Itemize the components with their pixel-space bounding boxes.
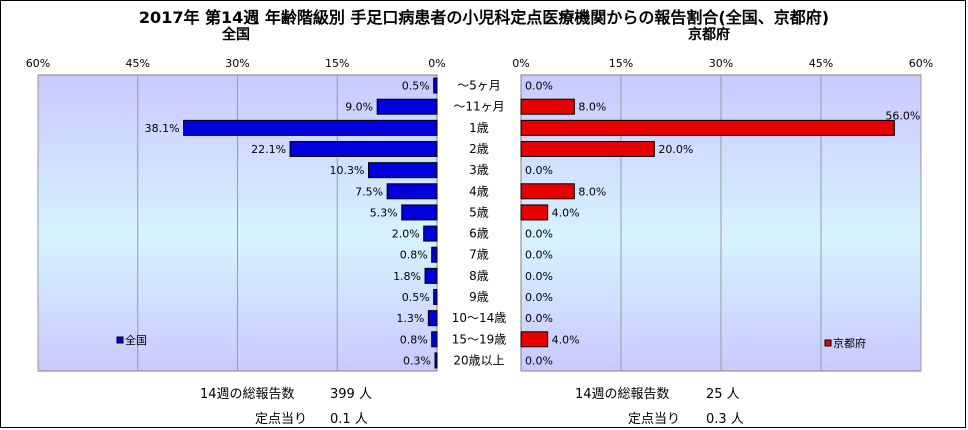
- kyoto-tick-label: 0%: [512, 57, 529, 70]
- national-bar: [434, 352, 438, 369]
- kyoto-data-label: 0.0%: [525, 228, 553, 241]
- kyoto-data-label: 20.0%: [658, 143, 693, 156]
- kyoto-data-label: 0.0%: [525, 80, 553, 93]
- kyoto-data-label: 0.0%: [525, 270, 553, 283]
- national-data-label: 1.3%: [396, 312, 424, 325]
- national-bar: [368, 162, 438, 179]
- national-data-label: 22.1%: [251, 143, 286, 156]
- national-tick-label: 30%: [225, 57, 249, 70]
- kyoto-tick-label: 60%: [909, 57, 933, 70]
- kyoto-bar: [520, 98, 575, 115]
- national-bar: [427, 310, 438, 327]
- kyoto-data-label: 8.0%: [578, 101, 606, 114]
- age-category-label: 2歳: [469, 142, 489, 156]
- kyoto-total-label: 14週の総報告数: [575, 387, 670, 402]
- national-bar: [433, 77, 438, 94]
- national-bar: [423, 225, 438, 242]
- national-data-label: 0.5%: [402, 80, 430, 93]
- age-category-label: 6歳: [469, 227, 489, 241]
- national-legend-swatch: [116, 336, 124, 344]
- kyoto-total-value: 25 人: [706, 387, 740, 402]
- kyoto-bar: [520, 183, 575, 200]
- kyoto-bar: [520, 331, 549, 348]
- kyoto-bar: [520, 204, 549, 221]
- age-category-label: 20歳以上: [453, 353, 504, 367]
- kyoto-data-label: 4.0%: [552, 206, 580, 219]
- national-data-label: 1.8%: [393, 270, 421, 283]
- national-data-label: 9.0%: [345, 101, 373, 114]
- national-data-label: 0.5%: [402, 291, 430, 304]
- kyoto-bar: [520, 141, 655, 157]
- national-data-label: 10.3%: [330, 164, 365, 177]
- age-category-label: 8歳: [469, 269, 489, 283]
- kyoto-data-label: 0.0%: [525, 164, 553, 177]
- national-tick-label: 0%: [428, 57, 445, 70]
- national-legend-label: 全国: [125, 333, 147, 347]
- national-per-site-label: 定点当り: [255, 412, 308, 427]
- age-category-label: 15～19歳: [452, 332, 507, 346]
- national-tick-label: 60%: [26, 57, 50, 70]
- kyoto-data-label: 56.0%: [885, 109, 920, 122]
- national-bar: [386, 183, 438, 200]
- national-per-site-value: 0.1 人: [330, 412, 368, 427]
- national-bar: [401, 204, 438, 221]
- age-category-label: ～5ヶ月: [457, 79, 501, 93]
- kyoto-data-label: 0.0%: [525, 291, 553, 304]
- age-category-label: 9歳: [469, 290, 489, 304]
- age-category-label: 7歳: [469, 248, 489, 262]
- kyoto-tick-label: 15%: [609, 57, 633, 70]
- kyoto-data-label: 0.0%: [525, 312, 553, 325]
- kyoto-tick-label: 30%: [709, 57, 733, 70]
- national-tick-label: 15%: [325, 57, 349, 70]
- national-data-label: 2.0%: [392, 228, 420, 241]
- kyoto-legend-swatch: [824, 339, 832, 347]
- national-bar: [424, 267, 438, 284]
- age-category-label: 5歳: [469, 205, 489, 219]
- national-bar: [183, 119, 438, 136]
- kyoto-data-label: 8.0%: [578, 185, 606, 198]
- age-category-label: 10～14歳: [452, 311, 507, 325]
- kyoto-tick-label: 45%: [809, 57, 833, 70]
- national-tick-label: 45%: [126, 57, 150, 70]
- kyoto-data-label: 4.0%: [552, 333, 580, 346]
- chart-title: 2017年 第14週 年齢階級別 手足口病患者の小児科定点医療機関からの報告割合…: [138, 8, 830, 27]
- national-data-label: 0.3%: [403, 354, 431, 367]
- kyoto-panel-title: 京都府: [688, 27, 730, 43]
- age-category-label: ～11ヶ月: [453, 100, 504, 114]
- age-category-label: 3歳: [469, 163, 489, 177]
- national-bar: [433, 289, 438, 305]
- national-data-label: 0.8%: [400, 249, 428, 262]
- national-data-label: 5.3%: [370, 206, 398, 219]
- kyoto-data-label: 0.0%: [525, 249, 553, 262]
- national-data-label: 38.1%: [145, 122, 180, 135]
- national-bar: [431, 331, 438, 348]
- national-total-label: 14週の総報告数: [200, 387, 295, 402]
- national-panel-title: 全国: [222, 27, 250, 43]
- national-bar: [431, 246, 438, 263]
- national-bar: [289, 141, 438, 157]
- kyoto-legend-label: 京都府: [833, 336, 866, 350]
- national-total-value: 399 人: [330, 387, 372, 402]
- kyoto-per-site-value: 0.3 人: [706, 412, 744, 427]
- kyoto-data-label: 0.0%: [525, 354, 553, 367]
- national-data-label: 0.8%: [400, 333, 428, 346]
- kyoto-bar: [520, 119, 895, 136]
- age-category-label: 4歳: [469, 184, 489, 198]
- age-category-label: 1歳: [469, 121, 489, 135]
- kyoto-per-site-label: 定点当り: [628, 412, 681, 427]
- national-bar: [376, 98, 438, 115]
- national-data-label: 7.5%: [355, 185, 383, 198]
